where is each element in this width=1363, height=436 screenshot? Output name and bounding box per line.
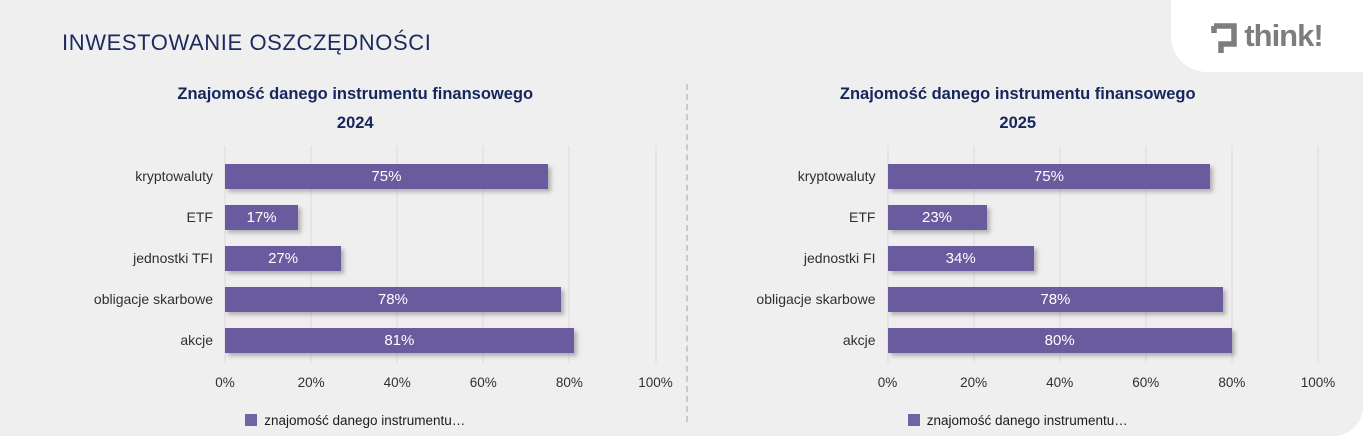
x-tick-label: 40% [383,374,411,390]
x-tick-label: 20% [960,374,988,390]
bar: 75% [225,163,548,189]
category-label: jednostki TFI [133,250,213,267]
chart-row: kryptowaluty 75% [718,156,1319,197]
chart-subtitle-year: 2025 [999,113,1037,132]
plot-area-2024: kryptowaluty 75% ETF 17% jednostki TFI 27% obl… [55,145,673,399]
gridline [482,145,484,363]
chart-subtitle-year: 2024 [336,113,374,132]
category-label: akcje [842,332,876,349]
legend-label: znajomość danego instrumentu… [264,412,466,428]
bar-value-label: 75% [371,167,402,185]
think-logo-icon [1211,20,1241,56]
gridline [396,145,398,363]
x-axis: 0% 20% 40% 60% 80% 100% [215,374,673,399]
bar-track: 75% [887,163,1319,189]
bar: 34% [887,245,1034,271]
x-tick-label: 20% [297,374,325,390]
category-label: obligacje skarbowe [756,291,876,308]
gridline [1059,145,1061,363]
gridline [568,145,570,363]
chart-row: jednostki FI 34% [718,238,1319,279]
legend-swatch [245,414,258,427]
chart-title-2025: Znajomość danego instrumentu finansowego… [718,80,1319,138]
bar-value-label: 27% [268,249,299,267]
bar-value-label: 81% [384,331,415,349]
bar-track: 78% [225,286,656,312]
x-tick-label: 80% [1218,374,1246,390]
bar-track: 81% [225,327,656,353]
chart-2024: Znajomość danego instrumentu finansowego… [55,80,673,428]
bar: 23% [887,204,987,230]
category-label: kryptowaluty [797,168,876,185]
bar-track: 80% [887,327,1319,353]
category-label: kryptowaluty [135,168,213,185]
gridline [1317,145,1319,363]
bar: 17% [225,204,299,230]
legend-2025: znajomość danego instrumentu… [718,413,1319,428]
bar: 78% [887,286,1224,312]
plot-area-2025: kryptowaluty 75% ETF 23% jednostki FI 34% obli… [718,145,1336,399]
chart-row: akcje 80% [718,320,1319,361]
category-label: obligacje skarbowe [93,291,213,308]
bar-track: 17% [225,204,656,230]
bar-value-label: 75% [1033,167,1064,185]
bar-rows: kryptowaluty 75% ETF 17% jednostki TFI 27% obl… [55,156,656,361]
chart-row: ETF 23% [718,197,1319,238]
chart-row: akcje 81% [55,320,656,361]
x-tick-label: 100% [638,374,673,390]
bar: 78% [225,286,561,312]
x-tick-label: 60% [1132,374,1160,390]
vertical-dashed-divider [685,84,688,422]
chart-title-2024: Znajomość danego instrumentu finansowego… [55,80,656,138]
bar: 81% [225,327,574,353]
bar-value-label: 80% [1044,331,1075,349]
x-tick-label: 0% [215,374,235,390]
category-label: ETF [186,209,213,226]
x-tick-label: 0% [877,374,898,390]
legend-2024: znajomość danego instrumentu… [55,413,656,428]
bar-track: 27% [225,245,656,271]
legend-label: znajomość danego instrumentu… [926,412,1128,428]
bar-value-label: 78% [1040,290,1071,308]
page-title: INWESTOWANIE OSZCZĘDNOŚCI [62,30,432,55]
bar-track: 75% [225,163,656,189]
x-tick-label: 100% [1300,374,1336,390]
chart-row: obligacje skarbowe 78% [55,279,656,320]
chart-row: obligacje skarbowe 78% [718,279,1319,320]
chart-row: kryptowaluty 75% [55,156,656,197]
bar-value-label: 23% [921,208,953,226]
x-tick-label: 60% [469,374,497,390]
gridline [1231,145,1233,363]
category-label: ETF [849,209,876,226]
x-axis: 0% 20% 40% 60% 80% 100% [878,374,1336,399]
bar: 80% [887,327,1232,353]
gridline [655,145,656,363]
bar-value-label: 17% [246,208,277,226]
bar-track: 78% [887,286,1319,312]
chart-2025: Znajomość danego instrumentu finansowego… [718,80,1336,428]
bar-rows: kryptowaluty 75% ETF 23% jednostki FI 34% obli… [718,156,1319,361]
bar: 75% [887,163,1211,189]
x-tick-label: 40% [1046,374,1074,390]
logo-card: think! [1171,0,1363,72]
gridline [1145,145,1147,363]
think-logo-text: think! [1244,18,1323,53]
bar-track: 34% [887,245,1319,271]
bar-track: 23% [887,204,1319,230]
bar: 27% [225,245,342,271]
chart-title-text: Znajomość danego instrumentu finansowego [839,85,1196,103]
category-label: akcje [180,332,213,349]
chart-row: ETF 17% [55,197,656,238]
chart-row: jednostki TFI 27% [55,238,656,279]
bar-value-label: 34% [945,249,976,267]
x-tick-label: 80% [555,374,583,390]
legend-swatch [907,414,920,427]
bar-value-label: 78% [377,290,408,308]
chart-title-text: Znajomość danego instrumentu finansowego [177,85,534,103]
charts-container: Znajomość danego instrumentu finansowego… [55,80,1336,428]
category-label: jednostki FI [803,250,876,267]
